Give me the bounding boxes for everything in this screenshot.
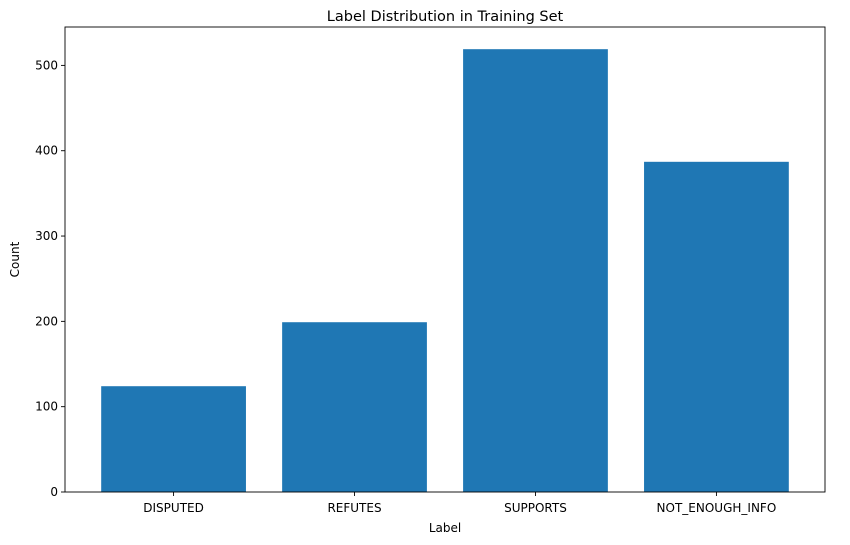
x-tick-label-supports: SUPPORTS — [504, 501, 567, 515]
y-tick-label: 200 — [35, 314, 58, 328]
x-axis-label: Label — [429, 521, 461, 535]
y-axis-label: Count — [8, 241, 22, 277]
y-tick-label: 500 — [35, 58, 58, 72]
x-axis: DISPUTED REFUTES SUPPORTS NOT_ENOUGH_INFO — [143, 492, 776, 515]
y-tick-label: 400 — [35, 144, 58, 158]
y-tick-label: 300 — [35, 229, 58, 243]
bar-supports — [463, 49, 608, 493]
bars-layer — [101, 49, 789, 493]
y-axis: 0 100 200 300 400 500 — [35, 58, 65, 499]
y-tick-label: 0 — [50, 485, 58, 499]
x-tick-label-disputed: DISPUTED — [143, 501, 204, 515]
chart-title: Label Distribution in Training Set — [327, 9, 564, 25]
y-tick-label: 100 — [35, 400, 58, 414]
x-tick-label-not-enough-info: NOT_ENOUGH_INFO — [657, 501, 777, 515]
bar-refutes — [282, 322, 427, 492]
bar-disputed — [101, 386, 246, 492]
plot-frame — [64, 26, 826, 493]
x-tick-label-refutes: REFUTES — [327, 501, 381, 515]
bar-not-enough-info — [644, 161, 789, 492]
